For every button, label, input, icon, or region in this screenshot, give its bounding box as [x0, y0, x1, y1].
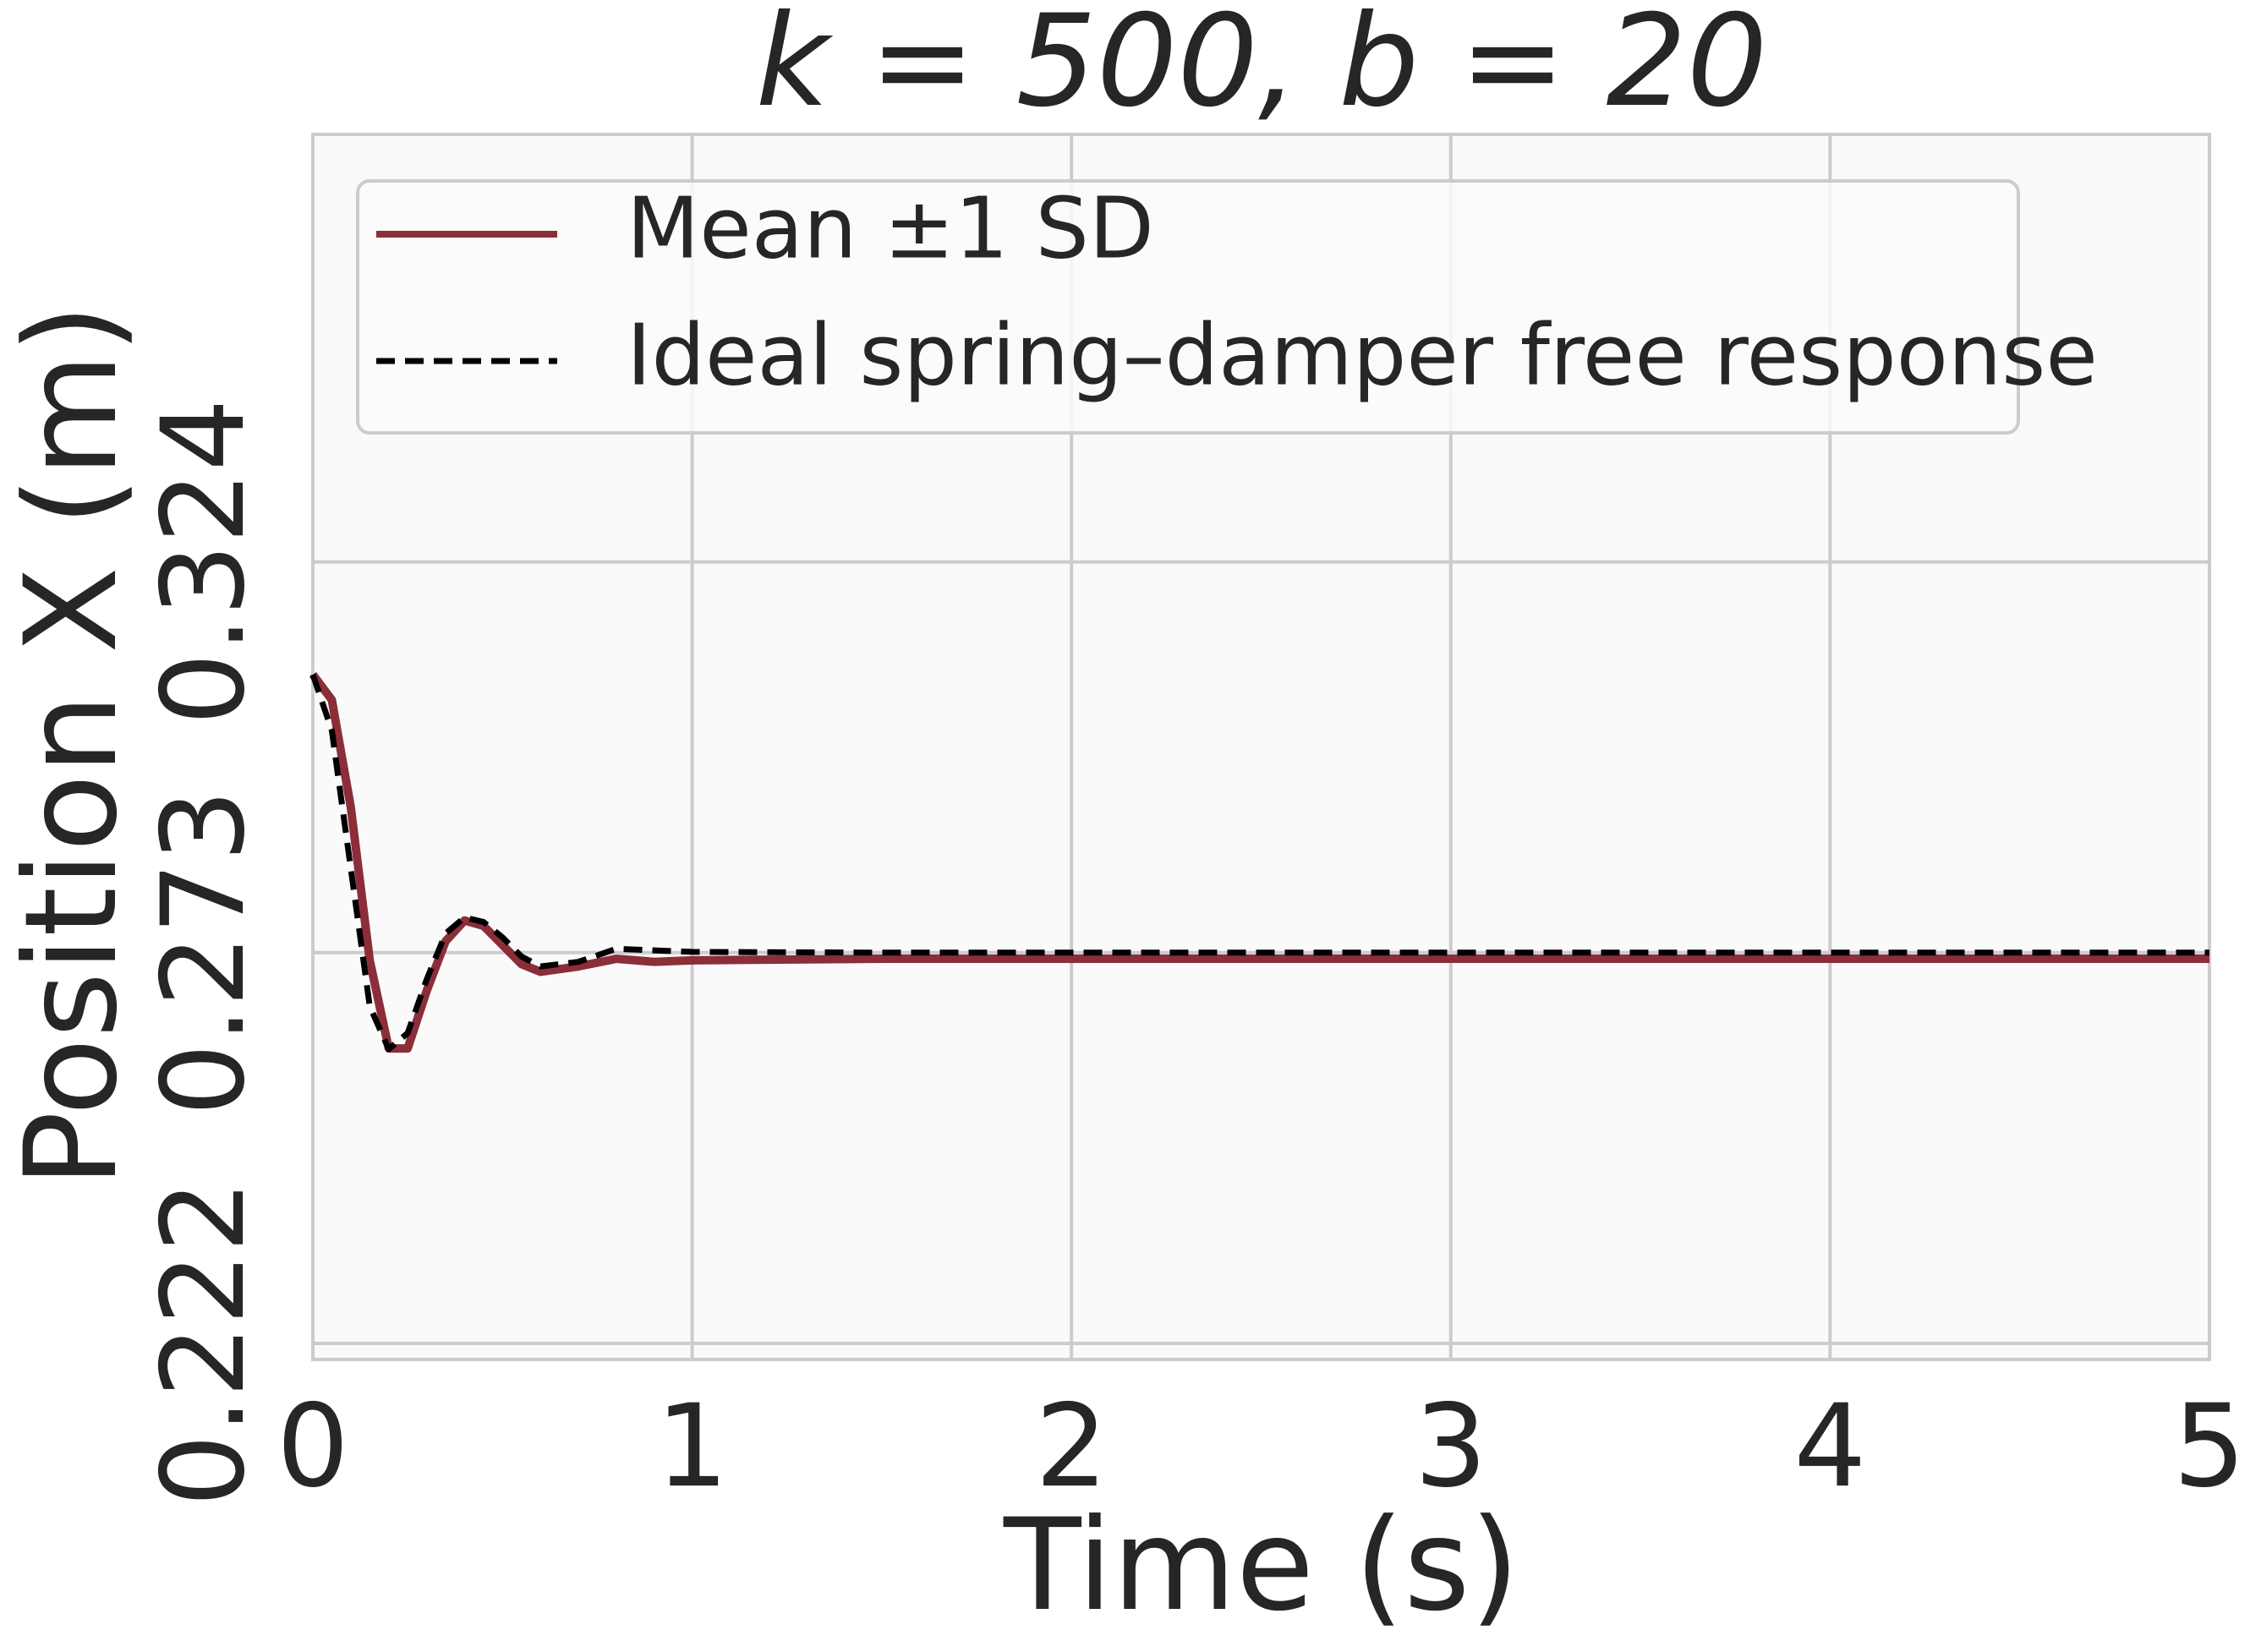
y-axis-label: Position X (m) — [0, 304, 145, 1187]
x-tick-label: 2 — [1035, 1380, 1108, 1513]
legend-box — [356, 179, 2020, 435]
x-tick-label: 5 — [2173, 1380, 2246, 1513]
x-tick-label: 0 — [276, 1380, 349, 1513]
legend-label: Mean ±1 SD — [627, 178, 1154, 277]
x-tick-label: 1 — [656, 1380, 729, 1513]
legend-label: Ideal spring–damper free response — [627, 305, 2098, 404]
chart-title: k = 500, b = 20 — [756, 0, 1768, 135]
series-line — [309, 671, 2209, 1053]
y-tick-label: 0.273 — [137, 790, 270, 1116]
y-tick-label: 0.324 — [137, 398, 270, 725]
series-line — [309, 673, 2209, 1053]
x-axis-label: Time (s) — [1003, 1492, 1519, 1639]
y-tick-label: 0.222 — [137, 1180, 270, 1507]
x-tick-label: 4 — [1793, 1380, 1866, 1513]
x-tick-label: 3 — [1415, 1380, 1487, 1513]
